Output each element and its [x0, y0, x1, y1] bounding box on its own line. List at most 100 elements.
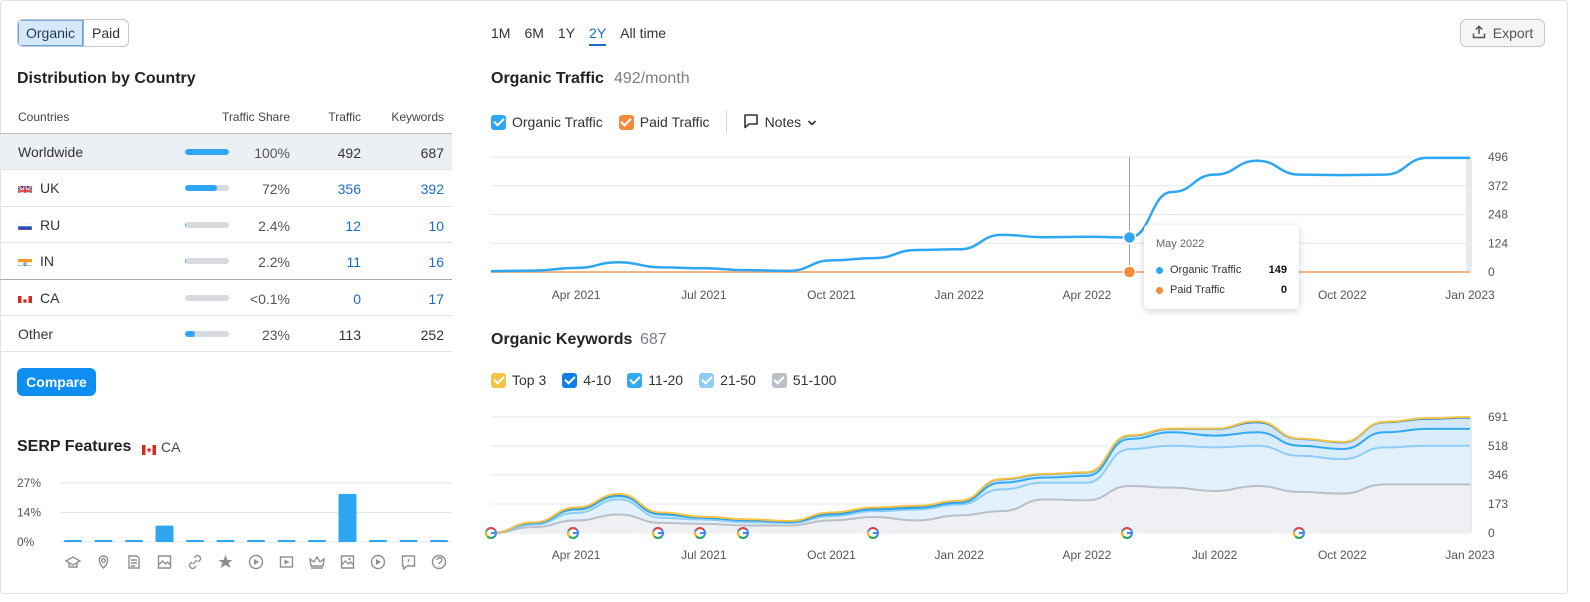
question-icon: [431, 554, 447, 570]
google-update-icon: [1121, 527, 1133, 539]
legend-label: Organic Traffic: [512, 114, 603, 130]
export-label: Export: [1492, 25, 1534, 41]
traffic-link[interactable]: 356: [337, 181, 361, 198]
checkbox-icon: [491, 114, 506, 130]
legend-top3[interactable]: Top 3: [491, 372, 546, 388]
y-tick-label: 27%: [17, 476, 41, 490]
legend-4-10[interactable]: 4-10: [562, 372, 611, 388]
share-bar: [185, 258, 229, 265]
legend-label: 11-20: [648, 372, 684, 388]
tooltip-value: 0: [1280, 284, 1287, 296]
y-tick-label: 496: [1488, 150, 1508, 164]
table-row-in[interactable]: IN 2.2% 11 16: [0, 243, 452, 280]
period-all-time[interactable]: All time: [620, 25, 667, 41]
table-header: Countries Traffic Share Traffic Keywords: [0, 105, 452, 134]
legend-label: Paid Traffic: [639, 114, 710, 130]
notes-dropdown[interactable]: Notes: [743, 113, 818, 132]
ru-flag-icon: [18, 220, 32, 230]
image-pack-icon: [157, 555, 172, 569]
checkbox-icon: [491, 372, 506, 388]
checkbox-icon: [562, 372, 578, 388]
uk-flag-icon: [18, 183, 32, 194]
share-bar: [185, 185, 229, 192]
keywords-legend: Top 3 4-10 11-20 21-50 51-100: [491, 372, 852, 388]
table-row-worldwide[interactable]: Worldwide 100% 492 687: [0, 134, 452, 171]
legend-51-100[interactable]: 51-100: [771, 372, 836, 388]
legend-label: 4-10: [583, 372, 612, 388]
keywords-link[interactable]: 16: [428, 254, 444, 271]
x-tick-label: Jul 2021: [681, 548, 727, 562]
serp-bar: [125, 540, 143, 542]
traffic-link[interactable]: 0: [353, 290, 361, 307]
header-countries: Countries: [18, 110, 70, 124]
chevron-down-icon: [807, 114, 817, 130]
google-update-icon: [1293, 527, 1305, 539]
x-tick-label: Jul 2021: [681, 288, 727, 302]
legend-paid-traffic[interactable]: Paid Traffic: [618, 114, 710, 130]
y-tick-label: 173: [1488, 497, 1508, 511]
country-label: Other: [18, 325, 54, 342]
graduation-cap-icon: [64, 556, 82, 568]
serp-features-chart: 27% 14% 0%: [17, 476, 452, 571]
paid-toggle-button[interactable]: Paid: [92, 25, 121, 41]
checkbox-icon: [618, 114, 634, 130]
legend-11-20[interactable]: 11-20: [627, 372, 683, 388]
organic-toggle-button[interactable]: Organic: [18, 20, 85, 46]
table-row-ca[interactable]: CA <0.1% 0 17: [0, 280, 452, 316]
play-circle-icon: [370, 554, 386, 570]
traffic-legend: Organic Traffic Paid Traffic Notes: [491, 111, 817, 133]
share-bar: [185, 294, 229, 301]
keywords-link[interactable]: 10: [428, 217, 444, 234]
ca-flag-icon: [142, 442, 156, 458]
image-icon: [340, 555, 355, 569]
country-name: UK: [18, 180, 59, 196]
in-flag-icon: [18, 256, 32, 267]
y-tick-label: 0%: [17, 535, 35, 549]
legend-organic-traffic[interactable]: Organic Traffic: [491, 114, 603, 130]
traffic-link[interactable]: 12: [345, 217, 361, 234]
review-icon: [401, 555, 416, 571]
google-update-icon: [867, 527, 879, 539]
share-value: <0.1%: [249, 290, 290, 307]
traffic-value: 113: [338, 326, 361, 343]
table-row-ru[interactable]: RU 2.4% 12 10: [0, 207, 452, 244]
compare-button[interactable]: Compare: [17, 368, 96, 396]
organic-traffic-chart[interactable]: 496 372 248 124 0 Apr 2021 Jul 2021 Oct 2021 Jan…: [480, 145, 1540, 310]
period-selector: 1M 6M 1Y 2Y All time: [491, 25, 666, 46]
organic-keywords-chart[interactable]: 691 518 346 173 0 Apr 2021 Jul 2021 Oct 2021 Jan…: [480, 405, 1540, 570]
export-button[interactable]: Export: [1460, 19, 1545, 47]
legend-21-50[interactable]: 21-50: [699, 372, 756, 388]
period-1m[interactable]: 1M: [491, 25, 511, 41]
country-name: CA: [18, 290, 59, 306]
share-bar: [185, 149, 229, 155]
tooltip-label: Organic Traffic: [1170, 264, 1242, 276]
x-tick-label: Jan 2023: [1445, 288, 1495, 302]
paid-hover-point: [1122, 265, 1137, 279]
link-icon: [188, 554, 202, 570]
table-row-uk[interactable]: UK 72% 356 392: [0, 170, 452, 207]
organic-keywords-title: Organic Keywords: [491, 331, 633, 348]
share-value: 2.2%: [258, 254, 290, 271]
legend-label: 21-50: [720, 372, 756, 388]
traffic-link[interactable]: 11: [346, 254, 361, 271]
serp-bar: [247, 540, 265, 542]
y-tick-label: 372: [1488, 179, 1508, 193]
period-6m[interactable]: 6M: [524, 25, 544, 41]
period-2y[interactable]: 2Y: [589, 25, 607, 46]
crown-icon: [309, 555, 325, 569]
period-1y[interactable]: 1Y: [557, 25, 576, 41]
share-bar: [185, 330, 229, 337]
keywords-link[interactable]: 17: [428, 290, 444, 307]
y-tick-label: 248: [1488, 208, 1508, 222]
country-table: Countries Traffic Share Traffic Keywords…: [0, 105, 452, 353]
keywords-link[interactable]: 392: [420, 181, 444, 198]
x-tick-label: Apr 2022: [1063, 548, 1112, 562]
serp-bar: [338, 493, 357, 542]
organic-hover-point: [1122, 230, 1137, 245]
serp-bar: [308, 540, 326, 542]
share-value: 23%: [261, 326, 290, 343]
serp-bar: [186, 540, 204, 542]
chart-tooltip: May 2022 Organic Traffic 149 Paid Traffi…: [1144, 225, 1299, 309]
google-update-icon: [737, 527, 749, 539]
table-row-other[interactable]: Other 23% 113 252: [0, 316, 452, 353]
